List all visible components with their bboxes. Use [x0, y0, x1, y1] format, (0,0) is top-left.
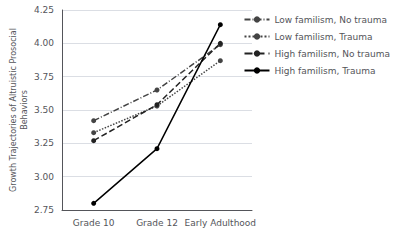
svg-text:2.75: 2.75 — [34, 205, 54, 215]
svg-text:High familism, No trauma: High familism, No trauma — [274, 49, 390, 59]
svg-text:4.25: 4.25 — [34, 5, 54, 15]
svg-text:3.25: 3.25 — [34, 138, 54, 148]
svg-text:Low familism, No trauma: Low familism, No trauma — [274, 15, 387, 25]
svg-text:4.00: 4.00 — [34, 38, 54, 48]
svg-text:Growth Trajectories of Altruis: Growth Trajectories of Altruistic Prosoc… — [9, 28, 18, 192]
svg-text:3.75: 3.75 — [34, 72, 54, 82]
svg-text:3.50: 3.50 — [34, 105, 54, 115]
svg-text:Grade 12: Grade 12 — [136, 218, 178, 228]
svg-text:Early Adulthood: Early Adulthood — [185, 218, 256, 228]
svg-text:Behaviors: Behaviors — [20, 90, 29, 130]
svg-text:3.00: 3.00 — [34, 172, 54, 182]
svg-text:Grade 10: Grade 10 — [73, 218, 115, 228]
svg-text:Low familism, Trauma: Low familism, Trauma — [274, 32, 372, 42]
svg-text:High familism, Trauma: High familism, Trauma — [274, 66, 375, 76]
